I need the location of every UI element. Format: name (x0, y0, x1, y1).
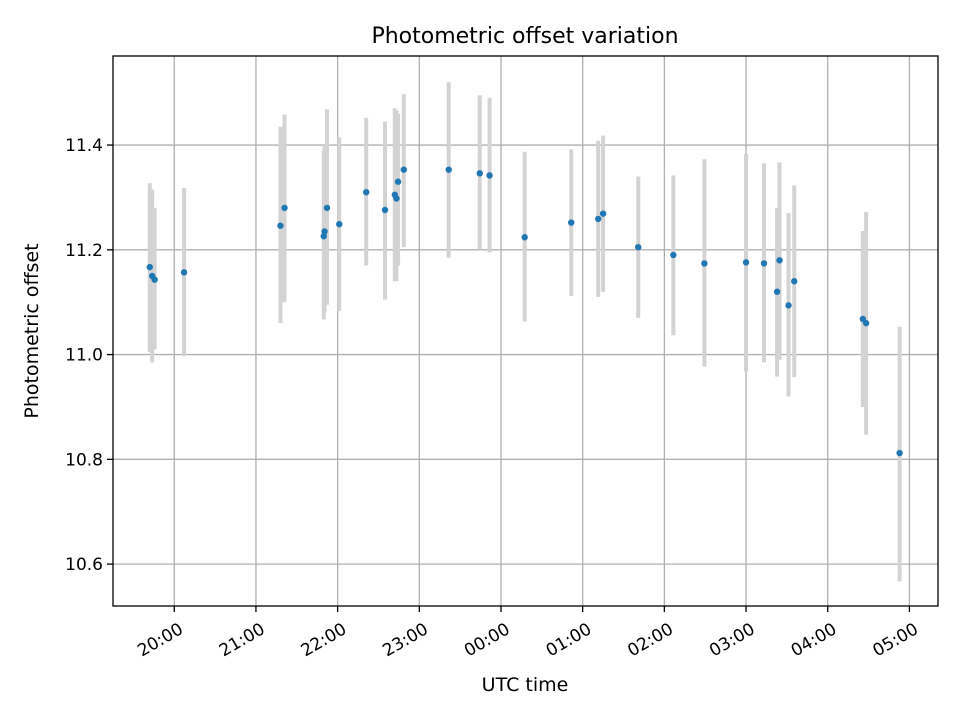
y-tick-label: 10.8 (65, 450, 103, 470)
data-point (336, 220, 343, 228)
x-axis-ticks: 20:00 21:00 22:00 23:00 00:00 01:00 02:00 03:00… (134, 606, 922, 661)
x-tick-label: 03:00 (706, 619, 758, 661)
data-point (594, 215, 602, 223)
data-point (476, 170, 483, 177)
y-axis-label: Photometric offset (21, 243, 43, 418)
data-point (776, 257, 783, 264)
data-point (670, 251, 677, 259)
y-tick-label: 10.6 (65, 555, 103, 575)
chart-title: Photometric offset variation (371, 24, 678, 49)
x-tick-label: 04:00 (788, 619, 840, 661)
x-tick-label: 23:00 (379, 619, 431, 661)
data-point (381, 206, 389, 214)
y-axis-ticks: 10.6 10.8 11.0 11.2 11.4 (65, 136, 113, 575)
data-point (363, 188, 370, 196)
x-tick-label: 01:00 (543, 619, 595, 661)
x-tick-label: 00:00 (461, 619, 513, 661)
data-point (791, 278, 798, 285)
data-point (701, 260, 708, 267)
x-tick-label: 20:00 (134, 619, 186, 661)
data-point (599, 210, 607, 217)
data-point (862, 319, 870, 327)
data-point (785, 302, 792, 309)
data-point (635, 243, 642, 251)
data-point (321, 228, 328, 235)
data-point (393, 195, 400, 202)
grid-layer (113, 56, 938, 606)
y-tick-label: 11.0 (65, 346, 103, 366)
y-tick-label: 11.4 (65, 136, 103, 156)
x-tick-label: 02:00 (624, 619, 676, 661)
data-point (445, 166, 452, 173)
data-point (323, 204, 331, 212)
data-point (277, 222, 284, 229)
data-point (742, 259, 750, 266)
data-point (521, 234, 528, 241)
data-point (486, 172, 493, 179)
point-layer (146, 166, 903, 457)
plot-frame (112, 55, 939, 607)
x-tick-label: 21:00 (216, 619, 268, 661)
x-tick-label: 05:00 (869, 619, 921, 661)
y-tick-label: 11.2 (65, 241, 103, 261)
data-point (281, 204, 288, 212)
data-point (568, 219, 575, 226)
x-tick-label: 22:00 (298, 619, 350, 661)
data-point (896, 449, 903, 457)
data-point (760, 260, 768, 267)
data-point (394, 178, 402, 185)
data-point (400, 166, 407, 173)
errorbar-layer (147, 82, 902, 582)
data-point (146, 263, 153, 271)
data-point (773, 288, 781, 295)
data-point (320, 232, 327, 240)
data-point (180, 269, 188, 276)
data-point (151, 276, 158, 283)
x-axis-label: UTC time (482, 674, 569, 696)
